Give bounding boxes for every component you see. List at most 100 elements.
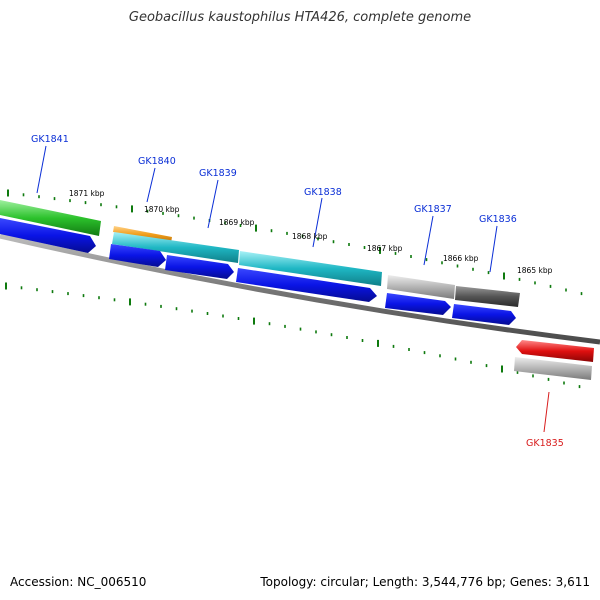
gk1841-leader — [36, 145, 47, 194]
minor-tick — [146, 209, 149, 213]
gene-label-gk1837[interactable]: GK1837 — [414, 204, 452, 215]
major-tick — [253, 317, 255, 325]
major-tick — [379, 246, 381, 254]
minor-tick — [315, 330, 317, 334]
minor-tick — [160, 304, 162, 308]
kbp-label: 1866 kbp — [443, 254, 479, 263]
gk1836-leader — [489, 225, 498, 273]
gene-gk1835-cds[interactable] — [514, 357, 592, 380]
kbp-label: 1869 kbp — [219, 218, 255, 227]
major-tick — [255, 224, 257, 232]
minor-tick — [162, 211, 164, 215]
gene-label-gk1841[interactable]: GK1841 — [31, 134, 69, 145]
major-tick — [7, 189, 9, 197]
minor-tick — [20, 286, 23, 290]
minor-tick — [439, 354, 441, 358]
inner-tick-ring — [5, 282, 581, 389]
minor-tick — [53, 197, 56, 201]
minor-tick — [270, 229, 273, 233]
minor-tick — [534, 281, 536, 285]
minor-tick — [563, 381, 565, 385]
minor-tick — [410, 255, 412, 258]
gk1835-leader — [543, 391, 550, 433]
minor-tick — [392, 344, 395, 348]
topology-summary: Topology: circular; Length: 3,544,776 bp… — [260, 575, 590, 589]
cds-arrow[interactable] — [236, 268, 377, 302]
minor-tick — [361, 339, 364, 342]
gk1837-leader — [423, 215, 434, 266]
gene-label-gk1836[interactable]: GK1836 — [479, 214, 517, 225]
kbp-label: 1868 kbp — [292, 232, 328, 241]
gene-gk1835-bar[interactable] — [516, 340, 594, 362]
cds-arrow[interactable] — [385, 293, 451, 315]
minor-tick — [206, 312, 209, 315]
minor-tick — [454, 357, 457, 361]
genome-backbone — [0, 233, 600, 345]
minor-tick — [532, 374, 534, 378]
gene-leader-lines — [36, 145, 550, 433]
cds-arrow[interactable] — [452, 304, 516, 325]
minor-tick — [317, 237, 319, 241]
gene-label-gk1839[interactable]: GK1839 — [199, 168, 237, 179]
minor-tick — [363, 246, 366, 249]
minor-tick — [549, 284, 552, 288]
gene-label-gk1835[interactable]: GK1835 — [526, 438, 564, 449]
minor-tick — [222, 314, 224, 318]
cds-arrow[interactable] — [0, 218, 96, 253]
minor-tick — [175, 307, 178, 311]
minor-tick — [547, 377, 550, 381]
gk1839-leader — [207, 179, 219, 229]
minor-tick — [470, 360, 472, 364]
major-tick — [131, 205, 133, 213]
minor-tick — [51, 290, 54, 294]
minor-tick — [441, 261, 443, 265]
minor-tick — [456, 264, 459, 268]
minor-tick — [100, 203, 102, 207]
minor-tick — [67, 292, 69, 296]
major-tick — [377, 339, 379, 347]
minor-tick — [113, 298, 116, 302]
minor-tick — [84, 201, 87, 205]
minor-tick — [36, 288, 38, 292]
minor-tick — [408, 348, 410, 351]
minor-tick — [177, 214, 180, 218]
minor-tick — [330, 333, 333, 337]
minor-tick — [38, 195, 40, 199]
accession-text: Accession: NC_006510 — [10, 575, 147, 589]
kbp-label: 1867 kbp — [367, 244, 403, 253]
minor-tick — [423, 351, 426, 355]
minor-tick — [239, 224, 242, 227]
gene-gk1836-bar[interactable] — [455, 286, 520, 307]
minor-tick — [299, 327, 302, 331]
gene-gk1839-bar[interactable] — [112, 232, 239, 263]
kbp-label: 1870 kbp — [144, 205, 180, 214]
minor-tick — [332, 240, 335, 244]
gk1840-leader — [146, 167, 156, 203]
cds-arrow[interactable] — [109, 244, 166, 267]
gene-gk1838-bar[interactable] — [239, 251, 382, 286]
minor-tick — [346, 336, 348, 339]
major-tick — [129, 298, 131, 306]
major-tick — [501, 365, 503, 373]
minor-tick — [580, 292, 583, 296]
gene-gk1837-bar[interactable] — [387, 275, 455, 299]
minor-tick — [286, 231, 288, 235]
gene-gk1841-bar[interactable] — [0, 200, 101, 236]
minor-tick — [69, 199, 71, 203]
minor-tick — [22, 193, 25, 197]
minor-tick — [191, 309, 193, 313]
major-tick — [5, 282, 7, 290]
cds-track — [0, 218, 592, 380]
gene-label-gk1840[interactable]: GK1840 — [138, 156, 176, 167]
cds-arrow[interactable] — [165, 255, 234, 279]
minor-tick — [518, 277, 521, 281]
gene-label-gk1838[interactable]: GK1838 — [304, 187, 342, 198]
minor-tick — [516, 370, 519, 374]
minor-tick — [98, 296, 100, 300]
minor-tick — [485, 364, 488, 368]
outer-tick-ring — [7, 189, 583, 296]
minor-tick — [472, 267, 474, 271]
minor-tick — [394, 251, 397, 255]
minor-tick — [487, 271, 490, 275]
